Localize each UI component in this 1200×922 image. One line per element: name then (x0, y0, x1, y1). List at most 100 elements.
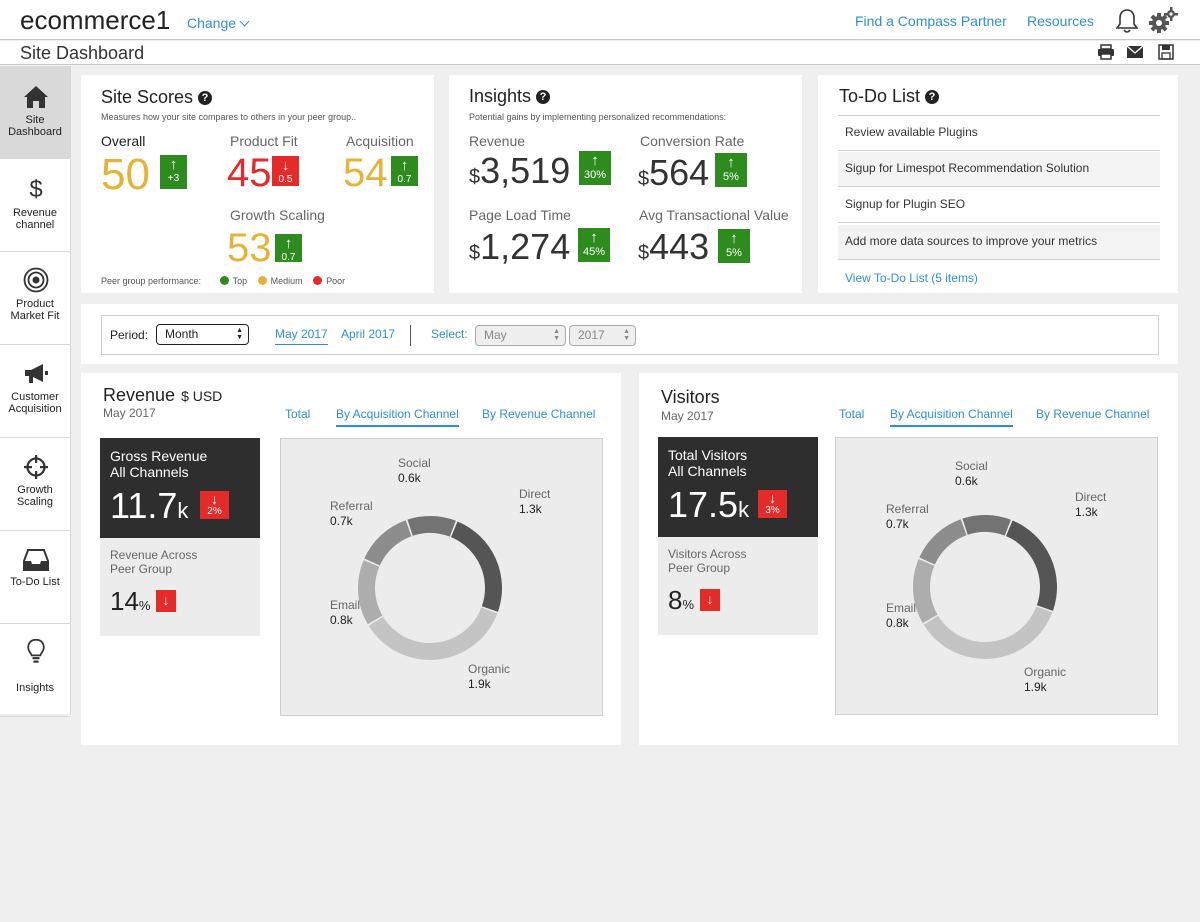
sidebar-item-growth-scaling[interactable]: Growth Scaling (0, 438, 70, 531)
donut-svg (358, 516, 502, 660)
save-icon[interactable] (1157, 44, 1175, 60)
avg-value-amount: 443 (649, 226, 710, 267)
sidebar-item-label: Customer Acquisition (8, 391, 62, 415)
sidebar-item-label: To-Do List (10, 576, 60, 588)
arrow-down-icon: ↓ (156, 590, 176, 612)
arrow-up-icon: ↑ (727, 154, 735, 171)
load-time-value: $1,274 (469, 229, 570, 271)
sidebar-item-customer-acquisition[interactable]: Customer Acquisition (0, 345, 70, 438)
revenue-value: $3,519 (469, 153, 570, 195)
sidebar: Site Dashboard $ Revenue channel Product… (0, 66, 71, 717)
view-todo-list-link[interactable]: View To-Do List (5 items) (845, 271, 978, 285)
donut-slice-social[interactable] (407, 516, 456, 537)
resources-link[interactable]: Resources (1027, 13, 1094, 29)
donut-slice-organic[interactable] (368, 607, 498, 660)
sidebar-item-revenue-channel[interactable]: $ Revenue channel (0, 159, 70, 252)
email-icon[interactable] (1126, 44, 1144, 60)
todo-item[interactable]: Signup for Plugin SEO (838, 188, 1160, 223)
sidebar-item-insights[interactable]: Insights (0, 624, 70, 717)
donut-slice-referral[interactable] (364, 520, 412, 566)
change-site-link[interactable]: Change (187, 15, 250, 31)
label-name: Direct (519, 487, 551, 501)
label-value: 0.7k (886, 517, 909, 531)
tab-by-revenue-channel[interactable]: By Revenue Channel (482, 407, 596, 421)
conversion-change-badge: ↑ 5% (715, 153, 747, 187)
currency-symbol: $ (469, 242, 481, 264)
arrow-up-icon: ↑ (284, 235, 293, 252)
revenue-panel-date: May 2017 (103, 406, 156, 420)
page-header: Site Dashboard (0, 41, 1200, 65)
donut-slice-email[interactable] (358, 560, 383, 625)
site-scores-title-text: Site Scores (101, 87, 194, 107)
insights-title: Insights? (469, 86, 551, 107)
tab-total[interactable]: Total (285, 407, 311, 421)
help-icon[interactable]: ? (925, 90, 940, 104)
arrow-up-icon: ↑ (591, 152, 599, 169)
previous-period-link[interactable]: April 2017 (341, 327, 396, 341)
donut-slice-direct[interactable] (1006, 520, 1057, 611)
arrow-up-icon: ↑ (590, 229, 598, 246)
tab-by-acquisition-channel[interactable]: By Acquisition Channel (890, 407, 1013, 427)
label-value: 0.8k (886, 616, 909, 630)
product-fit-change-badge: ↓ 0.5 (272, 156, 299, 186)
top-dot-icon (219, 276, 229, 285)
donut-label-social: Social 0.6k (398, 456, 431, 486)
peer-title-line2: Peer Group (668, 561, 731, 575)
gross-value: 11.7 (110, 485, 178, 526)
label-name: Social (955, 459, 988, 473)
period-filter-bar: Period: Month ▲ ▼ May 2017 April 2017 Sele… (101, 315, 1159, 355)
site-scores-card: Site Scores? Measures how your site comp… (81, 75, 434, 293)
current-period-link[interactable]: May 2017 (275, 327, 328, 345)
overall-change: +3 (167, 173, 180, 184)
sidebar-item-product-market-fit[interactable]: Product Market Fit (0, 252, 70, 345)
label-value: 0.6k (398, 471, 421, 485)
product-fit-change: 0.5 (278, 174, 293, 185)
period-label: Period: (110, 328, 149, 342)
donut-slice-referral[interactable] (919, 519, 967, 565)
donut-label-email: Email 0.8k (886, 601, 916, 631)
revenue-peer-value: 14% (110, 588, 150, 619)
gear-icon[interactable] (1148, 6, 1178, 36)
avg-value-change: 5% (726, 247, 742, 259)
find-partner-link[interactable]: Find a Compass Partner (855, 13, 1007, 29)
tab-total[interactable]: Total (839, 407, 865, 421)
help-icon[interactable]: ? (198, 91, 213, 105)
revenue-label: Revenue (469, 133, 526, 149)
currency-symbol: $ (638, 168, 650, 190)
bell-icon[interactable] (1116, 8, 1138, 34)
overall-change-badge: ↑ +3 (160, 155, 187, 189)
todo-item[interactable]: Review available Plugins (838, 116, 1160, 151)
tab-by-revenue-channel[interactable]: By Revenue Channel (1036, 407, 1150, 421)
help-icon[interactable]: ? (536, 90, 551, 104)
donut-slice-organic[interactable] (923, 606, 1053, 659)
print-icon[interactable] (1097, 44, 1115, 60)
donut-label-email: Email 0.8k (330, 598, 360, 628)
total-unit: k (738, 497, 750, 522)
gross-change-badge: ↓ 2% (200, 491, 229, 519)
inbox-icon (23, 549, 49, 571)
year-select[interactable]: 2017 ▲ ▼ (569, 325, 636, 346)
tab-by-acquisition-channel[interactable]: By Acquisition Channel (336, 407, 459, 427)
label-name: Organic (468, 662, 511, 676)
sidebar-item-todo-list[interactable]: To-Do List (0, 531, 70, 624)
gross-revenue-value: 11.7k (110, 488, 188, 529)
todo-item[interactable]: Sigup for Limespot Recommendation Soluti… (838, 152, 1160, 187)
todo-item[interactable]: Add more data sources to improve your me… (838, 225, 1160, 260)
medium-dot-icon (257, 276, 267, 285)
insights-card: Insights? Potential gains by implementin… (449, 75, 802, 293)
sidebar-item-label: Site Dashboard (8, 114, 62, 138)
period-select[interactable]: Month ▲ ▼ (156, 324, 249, 345)
conversion-value: $564 (638, 155, 709, 197)
arrow-up-icon: ↑ (400, 157, 409, 174)
product-fit-score: 45 (227, 151, 272, 195)
revenue-panel-title: Revenue $ USD (103, 385, 222, 406)
donut-slice-email[interactable] (913, 559, 938, 624)
visitors-panel: Visitors May 2017 Total By Acquisition C… (639, 373, 1178, 745)
donut-label-organic: Organic 1.9k (468, 662, 510, 692)
month-select[interactable]: May ▲ ▼ (475, 325, 566, 346)
donut-slice-social[interactable] (962, 515, 1011, 536)
donut-slice-direct[interactable] (451, 521, 502, 612)
sidebar-item-site-dashboard[interactable]: Site Dashboard (0, 66, 70, 159)
target-icon (23, 267, 49, 293)
visitors-peer-title: Visitors Across Peer Group (668, 547, 746, 575)
